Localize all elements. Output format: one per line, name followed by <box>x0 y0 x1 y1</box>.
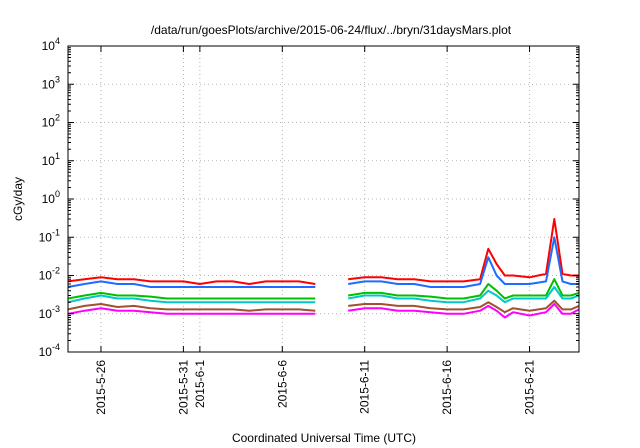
series-line-5 <box>67 299 580 314</box>
y-tick-labels: 10-4 10-3 10-2 10-1 100 101 102 103 104 <box>39 36 60 359</box>
x-axis-label: Coordinated Universal Time (UTC) <box>232 431 416 445</box>
y-tick-label: 10-2 <box>39 266 60 283</box>
x-tick-label: 2015-6-11 <box>358 360 372 414</box>
y-tick-label: 10-3 <box>39 304 60 321</box>
y-tick-label: 10-4 <box>39 342 60 359</box>
series-line-3 <box>67 278 580 300</box>
x-tick-label: 2015-6-16 <box>440 360 454 415</box>
x-tick-label: 2015-6-6 <box>275 360 289 408</box>
series-group <box>67 218 580 319</box>
chart-title: /data/run/goesPlots/archive/2015-06-24/f… <box>151 23 512 37</box>
y-tick-label: 104 <box>42 36 60 53</box>
y-axis-label: cGy/day <box>11 177 25 221</box>
y-tick-label: 101 <box>42 151 60 168</box>
series-line-6 <box>67 303 580 319</box>
x-tick-label: 2015-6-1 <box>193 360 207 408</box>
grid <box>68 46 579 352</box>
x-tick-label: 2015-5-31 <box>176 360 190 415</box>
x-tick-label: 2015-6-21 <box>523 360 537 415</box>
series-line-1 <box>67 218 579 285</box>
x-tick-label: 2015-5-26 <box>94 360 108 415</box>
x-tick-labels: 2015-5-26 2015-5-31 2015-6-1 2015-6-6 2015-6… <box>94 360 537 415</box>
y-tick-label: 10-1 <box>39 227 60 244</box>
y-tick-label: 102 <box>42 113 60 130</box>
ticks <box>68 45 579 353</box>
series-line-2 <box>67 236 579 288</box>
series-line-4 <box>67 286 580 304</box>
y-tick-label: 103 <box>42 74 60 91</box>
y-tick-label: 100 <box>42 189 60 206</box>
